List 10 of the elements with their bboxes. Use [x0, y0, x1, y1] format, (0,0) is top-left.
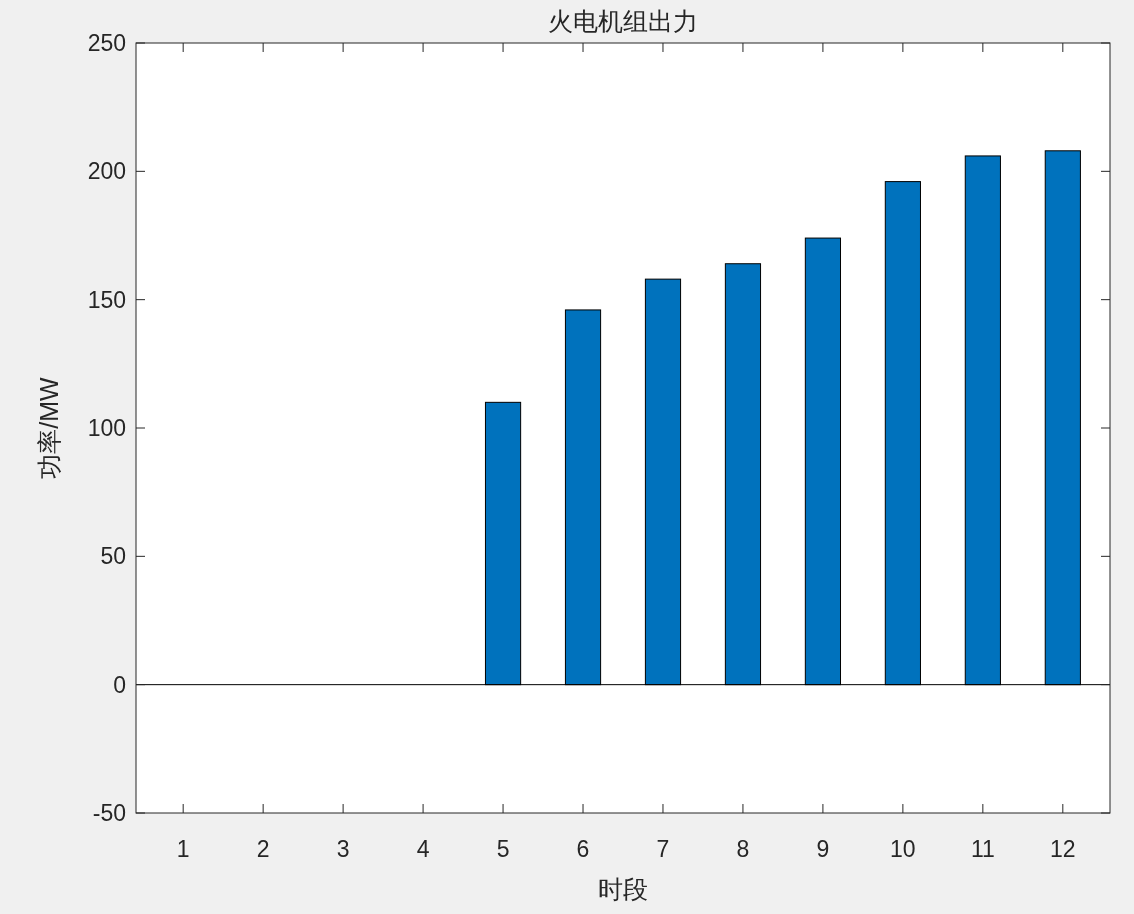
y-axis-title: 功率/MW	[35, 376, 63, 479]
y-tick-label: 200	[87, 158, 126, 185]
title: 火电机组出力	[548, 7, 698, 35]
y-tick-label: 50	[100, 543, 126, 570]
x-axis-title: 时段	[598, 875, 648, 903]
y-tick-label: 100	[87, 415, 126, 441]
y-tick-label: -50	[92, 800, 126, 826]
y-tick-label: 150	[87, 286, 126, 313]
y-tick-label: 250	[87, 30, 126, 56]
y-tick-label: 0	[113, 671, 126, 698]
